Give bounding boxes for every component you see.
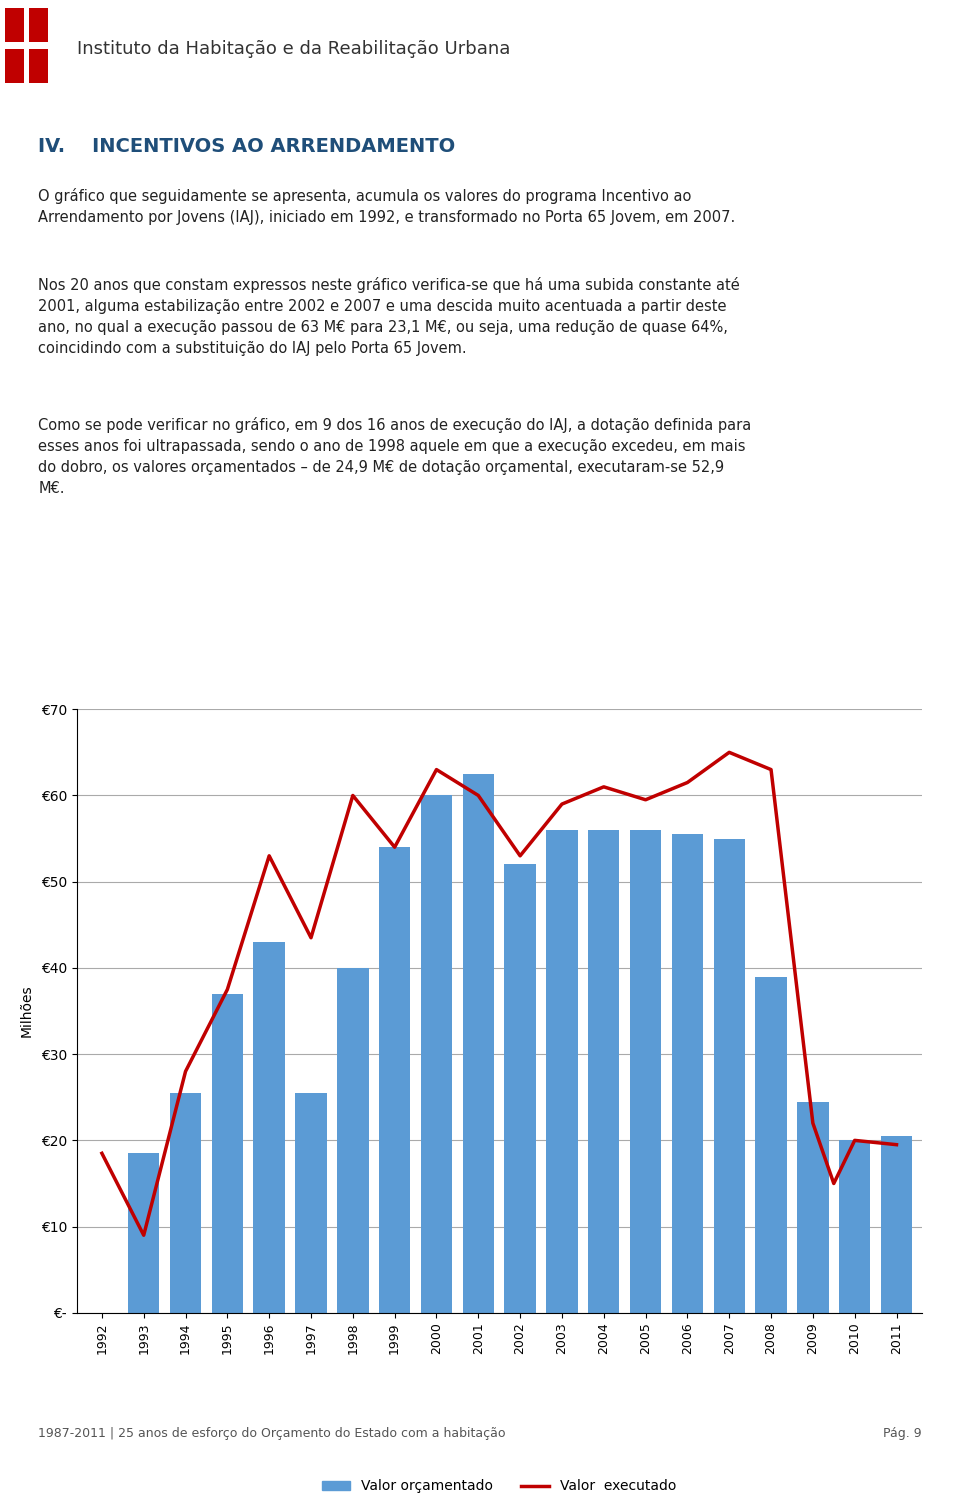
Bar <box>672 834 703 1313</box>
Bar <box>170 1093 202 1313</box>
Bar <box>546 830 578 1313</box>
FancyBboxPatch shape <box>5 8 24 42</box>
Bar <box>588 830 619 1313</box>
Bar <box>379 847 410 1313</box>
Bar <box>713 839 745 1313</box>
Bar <box>504 865 536 1313</box>
Text: Pág. 9: Pág. 9 <box>883 1428 922 1440</box>
Bar <box>420 795 452 1313</box>
Text: Instituto da Habitação e da Reabilitação Urbana: Instituto da Habitação e da Reabilitação… <box>77 41 510 57</box>
Text: Nos 20 anos que constam expressos neste gráfico verifica-se que há uma subida co: Nos 20 anos que constam expressos neste … <box>38 278 740 356</box>
FancyBboxPatch shape <box>29 8 48 42</box>
FancyBboxPatch shape <box>5 48 24 83</box>
Legend: Valor orçamentado, Valor  executado: Valor orçamentado, Valor executado <box>317 1474 682 1498</box>
Text: Como se pode verificar no gráfico, em 9 dos 16 anos de execução do IAJ, a dotaçã: Como se pode verificar no gráfico, em 9 … <box>38 416 752 495</box>
Bar <box>253 942 285 1313</box>
Bar <box>211 994 243 1313</box>
Bar <box>630 830 661 1313</box>
Y-axis label: Milhões: Milhões <box>20 985 34 1037</box>
FancyBboxPatch shape <box>29 48 48 83</box>
Text: O gráfico que seguidamente se apresenta, acumula os valores do programa Incentiv: O gráfico que seguidamente se apresenta,… <box>38 187 735 225</box>
Bar <box>337 967 369 1313</box>
Bar <box>128 1153 159 1313</box>
Text: IV.    INCENTIVOS AO ARRENDAMENTO: IV. INCENTIVOS AO ARRENDAMENTO <box>38 137 456 157</box>
Bar <box>881 1136 912 1313</box>
Bar <box>296 1093 326 1313</box>
Text: 1987-2011 | 25 anos de esforço do Orçamento do Estado com a habitação: 1987-2011 | 25 anos de esforço do Orçame… <box>38 1428 506 1440</box>
Bar <box>839 1141 871 1313</box>
Bar <box>797 1102 828 1313</box>
Bar <box>756 976 787 1313</box>
Bar <box>463 774 494 1313</box>
